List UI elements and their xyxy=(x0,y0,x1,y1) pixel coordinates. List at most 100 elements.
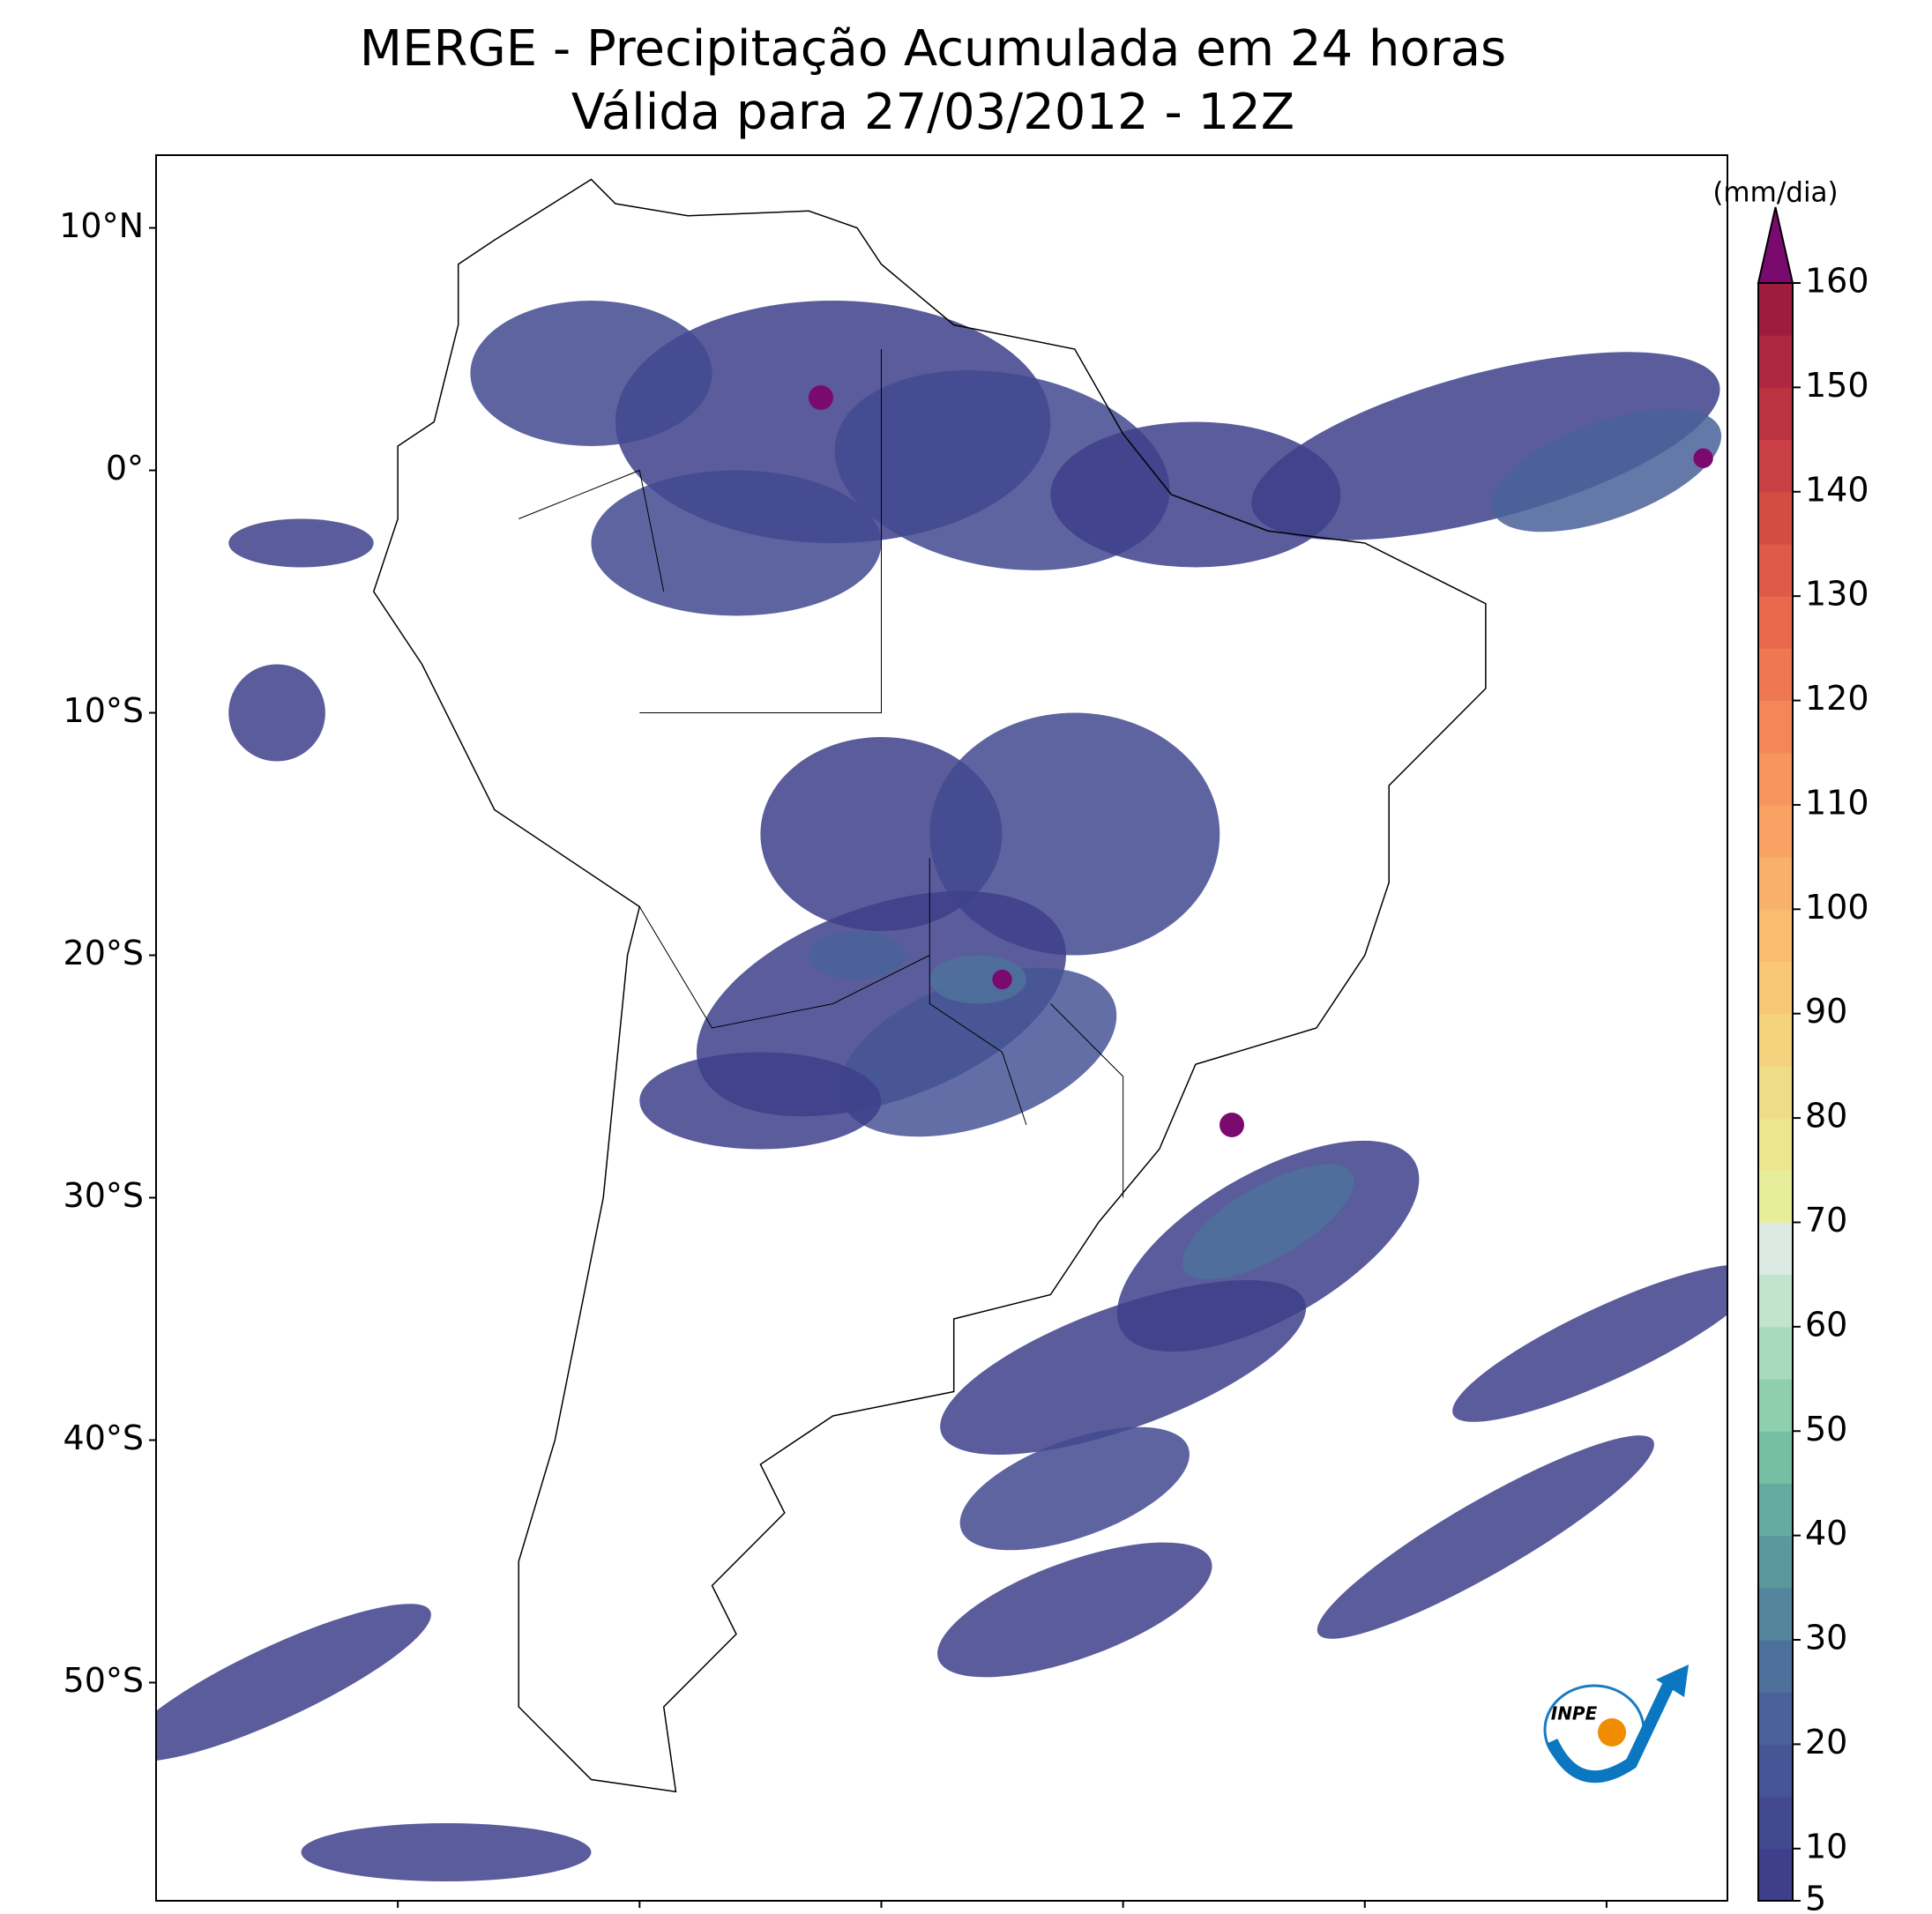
map-frame xyxy=(155,154,1728,1902)
logo-arrowhead xyxy=(1656,1665,1689,1697)
colorbar-band xyxy=(1758,1640,1793,1693)
colorbar-band xyxy=(1758,283,1793,336)
lon-tick-label: 70°W xyxy=(593,1908,686,1911)
logo-arrow xyxy=(1546,1677,1677,1784)
colorbar-band xyxy=(1758,1013,1793,1067)
colorbar-band xyxy=(1758,1065,1793,1119)
colorbar-tick-label: 80 xyxy=(1805,1097,1847,1136)
colorbar-tick-label: 100 xyxy=(1805,888,1869,927)
precip-area xyxy=(1452,1264,1727,1422)
colorbar-band xyxy=(1758,648,1793,702)
colorbar-tick-label: 40 xyxy=(1805,1514,1847,1553)
precip-area xyxy=(1317,1435,1654,1639)
colorbar-band xyxy=(1758,1796,1793,1850)
colorbar-tick-label: 120 xyxy=(1805,679,1869,718)
border xyxy=(638,906,930,1029)
precip-area xyxy=(639,1052,882,1150)
lon-tick-label: 80°W xyxy=(352,1908,444,1911)
colorbar-band xyxy=(1758,700,1793,754)
colorbar-band xyxy=(1758,1326,1793,1380)
colorbar-tick-label: 160 xyxy=(1805,262,1869,301)
precip-area xyxy=(1491,408,1722,532)
colorbar-tick-label: 70 xyxy=(1805,1201,1847,1240)
colorbar-tick-label: 130 xyxy=(1805,575,1869,614)
colorbar-tick-label: 30 xyxy=(1805,1619,1847,1657)
colorbar-band xyxy=(1758,596,1793,649)
precip-peak xyxy=(992,969,1012,990)
colorbar-band xyxy=(1758,491,1793,545)
colorbar-tick-label: 90 xyxy=(1805,992,1847,1031)
map-content xyxy=(156,178,1727,1881)
precip-area xyxy=(228,518,374,568)
lat-tick-label: 50°S xyxy=(63,1661,144,1700)
colorbar-tick-label: 50 xyxy=(1805,1410,1847,1449)
precip-area xyxy=(301,1823,592,1881)
colorbar-tick-label: 20 xyxy=(1805,1723,1847,1761)
precip-area xyxy=(959,1426,1190,1551)
coastline xyxy=(372,178,1487,1793)
colorbar-band xyxy=(1758,387,1793,441)
colorbar-extend xyxy=(1757,206,1794,284)
colorbar-band xyxy=(1758,1170,1793,1223)
precip-area xyxy=(760,737,1003,931)
logo: INPE xyxy=(1543,1665,1689,1784)
colorbar-tick-label: 110 xyxy=(1805,783,1869,822)
lon-tick-label: 40°W xyxy=(1318,1908,1411,1911)
colorbar-band xyxy=(1758,1118,1793,1171)
precip-peak xyxy=(1693,448,1713,468)
colorbar-unit: (mm/dia) xyxy=(1712,177,1838,209)
colorbar-tick-label: 5 xyxy=(1805,1880,1826,1911)
precip-area xyxy=(156,1604,431,1761)
colorbar-band xyxy=(1758,804,1793,858)
border xyxy=(929,858,1027,1126)
precip-area xyxy=(809,931,906,979)
lon-tick-label: 60°W xyxy=(835,1908,928,1911)
precip-area xyxy=(1182,1164,1354,1280)
lat-tick-label: 20°S xyxy=(63,934,144,972)
colorbar-band xyxy=(1758,1744,1793,1798)
lon-tick-label: 30°W xyxy=(1560,1908,1652,1911)
precip-area xyxy=(470,301,712,446)
colorbar-band xyxy=(1758,961,1793,1015)
precip-area xyxy=(228,664,325,762)
precip-peak xyxy=(808,385,833,410)
colorbar-band xyxy=(1758,909,1793,963)
border xyxy=(639,349,882,713)
colorbar-band xyxy=(1758,335,1793,388)
precip-area xyxy=(940,1280,1307,1455)
colorbar-tick-label: 150 xyxy=(1805,366,1869,405)
colorbar-band xyxy=(1758,752,1793,806)
precip-area xyxy=(937,1542,1212,1678)
colorbar-band xyxy=(1758,543,1793,597)
colorbar-band xyxy=(1758,1379,1793,1432)
colorbar-band xyxy=(1758,1431,1793,1484)
colorbar-band xyxy=(1758,1274,1793,1328)
colorbar-band xyxy=(1758,1222,1793,1276)
logo-sun xyxy=(1598,1718,1626,1746)
colorbar-band xyxy=(1758,1587,1793,1641)
colorbar-band xyxy=(1758,1848,1793,1902)
lat-tick-label: 10°S xyxy=(63,691,144,730)
precip-area xyxy=(929,712,1220,956)
logo-text: INPE xyxy=(1551,1703,1598,1724)
lat-tick-label: 40°S xyxy=(63,1419,144,1457)
precip-area xyxy=(1251,352,1720,540)
border xyxy=(1050,1003,1124,1198)
title: MERGE - Precipitação Acumulada em 24 hor… xyxy=(360,20,1506,78)
colorbar-band xyxy=(1758,439,1793,493)
colorbar-band xyxy=(1758,857,1793,910)
colorbar-tick-label: 140 xyxy=(1805,470,1869,509)
precip-peak xyxy=(1219,1113,1244,1137)
colorbar-band xyxy=(1758,1535,1793,1589)
subtitle: Válida para 27/03/2012 - 12Z xyxy=(571,84,1294,141)
colorbar-tick-label: 10 xyxy=(1805,1827,1847,1866)
lat-tick-label: 10°N xyxy=(59,206,144,245)
colorbar-tick-label: 60 xyxy=(1805,1305,1847,1344)
border xyxy=(518,469,665,592)
colorbar-band xyxy=(1758,1483,1793,1537)
precip-area xyxy=(929,955,1026,1004)
lon-tick-label: 50°W xyxy=(1077,1908,1169,1911)
map-layer xyxy=(156,178,1727,1881)
